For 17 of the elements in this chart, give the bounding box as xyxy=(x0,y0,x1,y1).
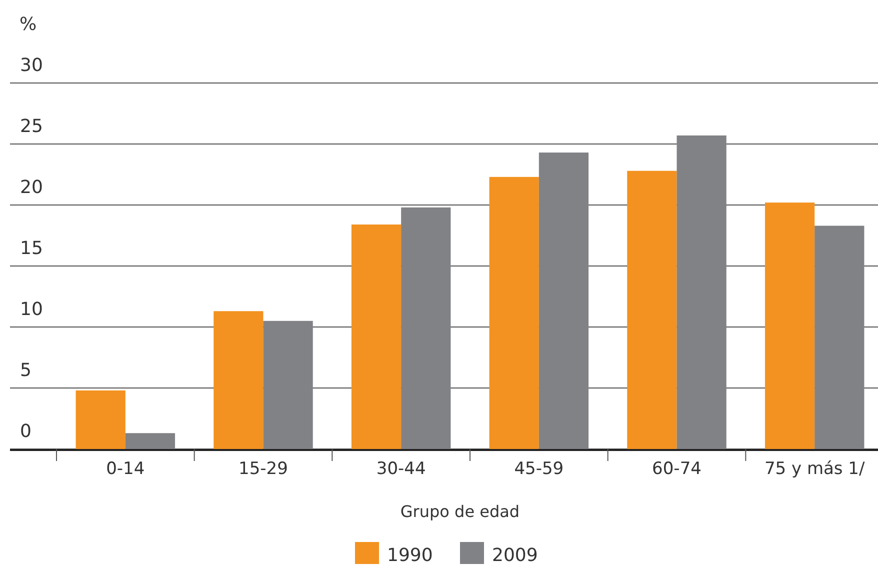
x-tick-label: 45-59 xyxy=(514,459,564,479)
y-tick-label: 25 xyxy=(20,116,43,137)
y-tick-label: 0 xyxy=(20,421,32,442)
legend-label: 1990 xyxy=(387,545,433,566)
x-axis-title: Grupo de edad xyxy=(400,502,520,521)
y-tick-label: 30 xyxy=(20,55,43,76)
x-tick-label: 60-74 xyxy=(652,459,702,479)
x-tick-label: 30-44 xyxy=(376,459,426,479)
legend-label: 2009 xyxy=(492,545,538,566)
x-tick-label: 15-29 xyxy=(238,459,288,479)
x-tick-label: 75 y más 1/ xyxy=(764,459,865,479)
y-tick-label: 15 xyxy=(20,238,43,259)
y-tick-label: 20 xyxy=(20,177,43,198)
x-tick-label: 0-14 xyxy=(106,459,145,479)
y-axis-title: % xyxy=(19,14,37,35)
y-tick-label: 5 xyxy=(20,360,32,381)
y-tick-label: 10 xyxy=(20,299,43,320)
